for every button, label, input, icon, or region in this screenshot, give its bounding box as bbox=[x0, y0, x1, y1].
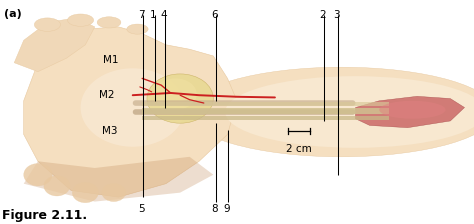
Text: 6: 6 bbox=[211, 10, 218, 20]
Text: 8: 8 bbox=[211, 204, 218, 214]
Ellipse shape bbox=[127, 24, 148, 34]
Ellipse shape bbox=[24, 164, 52, 186]
Ellipse shape bbox=[35, 18, 61, 31]
Text: (a): (a) bbox=[4, 9, 21, 19]
Text: 5: 5 bbox=[138, 204, 145, 214]
Bar bbox=[142, 116, 389, 120]
Text: 7: 7 bbox=[138, 10, 145, 20]
Ellipse shape bbox=[225, 76, 474, 148]
Ellipse shape bbox=[102, 184, 126, 202]
Bar bbox=[142, 108, 389, 114]
Bar bbox=[142, 102, 389, 106]
Text: 2: 2 bbox=[319, 10, 326, 20]
Polygon shape bbox=[14, 18, 95, 72]
Text: 3: 3 bbox=[333, 10, 340, 20]
Polygon shape bbox=[24, 27, 237, 197]
Text: Figure 2.11.: Figure 2.11. bbox=[2, 209, 88, 222]
Ellipse shape bbox=[187, 67, 474, 157]
Ellipse shape bbox=[44, 176, 70, 196]
Ellipse shape bbox=[379, 101, 446, 119]
Ellipse shape bbox=[154, 78, 197, 110]
Polygon shape bbox=[356, 96, 465, 128]
Ellipse shape bbox=[68, 14, 94, 26]
Text: M2: M2 bbox=[99, 90, 114, 100]
Text: M3: M3 bbox=[102, 126, 118, 136]
Ellipse shape bbox=[81, 68, 185, 147]
Text: 4: 4 bbox=[160, 10, 167, 20]
Text: M1: M1 bbox=[103, 56, 119, 65]
Text: 9: 9 bbox=[223, 204, 230, 214]
Polygon shape bbox=[24, 157, 213, 202]
Ellipse shape bbox=[147, 74, 213, 123]
Text: 2 cm: 2 cm bbox=[286, 144, 312, 155]
Text: 1: 1 bbox=[149, 10, 156, 20]
Ellipse shape bbox=[72, 183, 99, 203]
Ellipse shape bbox=[97, 17, 121, 28]
